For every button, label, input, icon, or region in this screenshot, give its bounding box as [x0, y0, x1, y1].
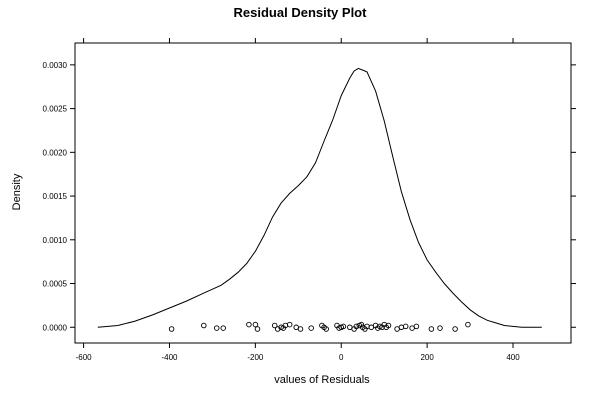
- chart-title: Residual Density Plot: [234, 5, 368, 20]
- y-tick-label: 0.0000: [43, 323, 68, 332]
- residual-point: [252, 321, 259, 328]
- plot-marks: [97, 67, 542, 332]
- x-tick-label: -200: [247, 353, 264, 362]
- axes: -600 -400 -200 0 200 400 0.0000 0.0005 0.0010 0.0…: [43, 38, 576, 362]
- residual-point: [213, 325, 220, 331]
- residual-point: [246, 321, 252, 328]
- residual-point: [428, 326, 435, 332]
- y-tick-label: 0.0010: [43, 236, 68, 245]
- residual-point: [402, 323, 409, 330]
- residual-point: [323, 326, 329, 332]
- x-tick-label: 400: [506, 353, 520, 362]
- x-tick-label: 200: [420, 353, 434, 362]
- x-tick-label: 0: [339, 353, 344, 362]
- y-tick-label: 0.0005: [43, 280, 68, 289]
- y-tick-label: 0.0025: [43, 105, 68, 114]
- y-axis-label: Density: [11, 173, 23, 210]
- residual-point: [452, 326, 458, 332]
- residual-point: [286, 321, 293, 328]
- residual-point: [437, 325, 443, 331]
- x-tick-label: -400: [161, 353, 178, 362]
- y-tick-label: 0.0020: [43, 148, 68, 157]
- plot-frame: [74, 42, 572, 344]
- residual-point: [353, 323, 360, 330]
- residual-point: [201, 322, 207, 329]
- residual-point: [340, 323, 347, 330]
- residual-point: [465, 321, 471, 328]
- residual-point: [358, 321, 365, 328]
- residual-point: [297, 326, 304, 332]
- residual-point: [385, 322, 392, 329]
- density-curve: [97, 67, 542, 328]
- residual-point: [398, 324, 405, 331]
- x-tick-label: -600: [76, 353, 93, 362]
- residual-point: [168, 326, 175, 332]
- residual-point: [220, 325, 226, 331]
- residual-point: [413, 323, 420, 330]
- residual-point: [254, 326, 261, 332]
- y-tick-label: 0.0015: [43, 192, 68, 201]
- residual-point: [271, 322, 278, 329]
- plot-frame-rect: [74, 42, 572, 344]
- x-axis-label: values of Residuals: [274, 374, 370, 386]
- residual-point: [308, 325, 314, 331]
- y-tick-label: 0.0030: [43, 61, 68, 70]
